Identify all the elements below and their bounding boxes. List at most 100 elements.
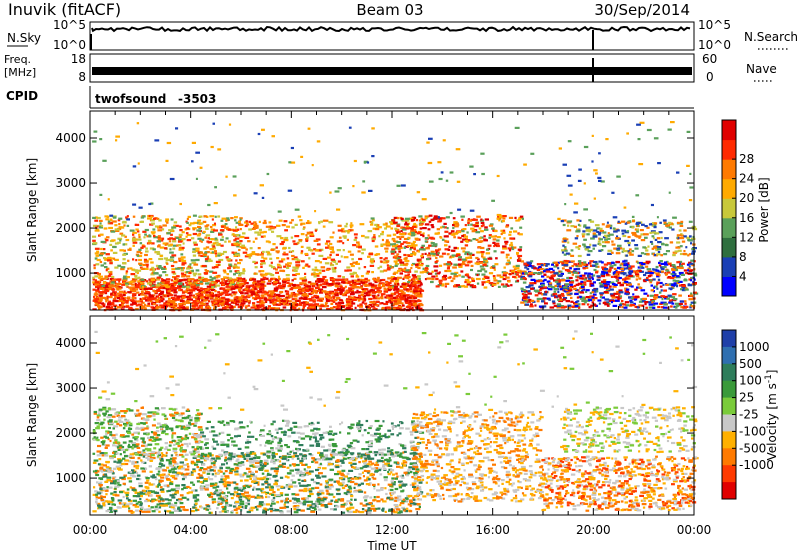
heatmap-cell	[476, 215, 481, 218]
heatmap-cell	[149, 300, 153, 303]
heatmap-cell	[204, 289, 209, 292]
heatmap-cell	[92, 288, 96, 291]
heatmap-cell	[163, 257, 168, 260]
heatmap-cell	[411, 299, 415, 302]
heatmap-cell	[467, 221, 470, 225]
heatmap-cell	[385, 296, 391, 299]
heatmap-cell	[516, 251, 519, 255]
heatmap-cell	[108, 300, 111, 303]
heatmap-cell	[275, 268, 278, 271]
heatmap-cell	[286, 277, 290, 280]
heatmap-cell	[188, 289, 192, 292]
heatmap-cell	[196, 302, 199, 305]
heatmap-cell	[364, 277, 368, 280]
heatmap-cell	[371, 284, 375, 287]
heatmap-cell	[114, 300, 120, 303]
heatmap-cell	[267, 251, 271, 255]
heatmap-cell	[528, 265, 533, 268]
heatmap-cell	[653, 222, 658, 225]
heatmap-cell	[586, 303, 590, 306]
heatmap-cell	[132, 244, 135, 247]
heatmap-cell	[353, 233, 358, 236]
heatmap-cell	[636, 271, 639, 274]
heatmap-cell	[211, 277, 216, 280]
heatmap-cell	[402, 284, 408, 287]
heatmap-cell	[672, 279, 676, 282]
heatmap-cell	[387, 294, 393, 297]
heatmap-cell	[544, 268, 547, 271]
heatmap-cell	[132, 286, 136, 289]
heatmap-cell	[289, 288, 294, 291]
heatmap-cell	[294, 303, 299, 306]
heatmap-cell	[284, 236, 289, 240]
heatmap-cell	[339, 298, 342, 302]
heatmap-cell	[336, 304, 342, 307]
heatmap-cell	[329, 247, 334, 250]
heatmap-cell	[447, 276, 451, 279]
heatmap-cell	[468, 252, 473, 255]
heatmap-cell	[645, 262, 650, 265]
heatmap-cell	[158, 257, 164, 261]
heatmap-cell	[169, 300, 175, 303]
heatmap-cell	[617, 281, 622, 284]
heatmap-cell	[482, 277, 486, 281]
heatmap-cell	[470, 264, 474, 267]
heatmap-cell	[311, 296, 315, 299]
heatmap-cell	[620, 272, 626, 275]
heatmap-cell	[441, 217, 446, 220]
heatmap-cell	[670, 283, 676, 287]
heatmap-cell	[118, 290, 124, 293]
heatmap-cell	[107, 302, 112, 305]
heatmap-cell	[338, 301, 341, 304]
heatmap-cell	[400, 217, 404, 220]
heatmap-cell	[314, 296, 320, 299]
heatmap-cell	[398, 250, 402, 253]
heatmap-cell	[157, 226, 160, 229]
heatmap-cell	[656, 287, 659, 290]
heatmap-cell	[349, 297, 352, 301]
heatmap-cell	[220, 244, 224, 247]
heatmap-cell	[418, 215, 423, 218]
heatmap-cell	[254, 261, 258, 264]
heatmap-cell	[454, 273, 457, 276]
heatmap-cell	[377, 294, 380, 297]
heatmap-cell	[453, 221, 458, 224]
heatmap-cell	[473, 285, 476, 288]
heatmap-cell	[305, 239, 308, 242]
heatmap-cell	[554, 288, 559, 291]
heatmap-cell	[406, 305, 411, 309]
heatmap-cell	[438, 279, 443, 282]
heatmap-cell	[647, 274, 652, 278]
heatmap-cell	[140, 290, 144, 294]
heatmap-cell	[594, 304, 597, 307]
heatmap-cell	[604, 238, 609, 241]
heatmap-cell	[96, 225, 100, 228]
heatmap-cell	[582, 267, 586, 270]
heatmap-cell	[286, 264, 291, 267]
heatmap-cell	[647, 245, 650, 248]
heatmap-cell	[430, 250, 435, 253]
heatmap-cell	[543, 278, 547, 282]
heatmap-cell	[177, 240, 183, 243]
heatmap-cell	[483, 260, 488, 263]
heatmap-cell	[245, 220, 248, 223]
heatmap-cell	[481, 281, 486, 284]
heatmap-cell	[114, 266, 119, 269]
heatmap-cell	[251, 227, 256, 230]
heatmap-cell	[690, 305, 696, 308]
heatmap-cell	[407, 232, 412, 235]
heatmap-cell	[300, 288, 305, 291]
heatmap-cell	[314, 272, 320, 276]
heatmap-cell	[660, 295, 665, 298]
heatmap-cell	[190, 266, 193, 269]
heatmap-cell	[158, 265, 162, 268]
heatmap-cell	[412, 285, 416, 288]
heatmap-cell	[286, 266, 290, 269]
heatmap-cell	[337, 260, 342, 263]
heatmap-cell	[156, 240, 161, 243]
heatmap-cell	[450, 279, 454, 283]
heatmap-cell	[403, 282, 406, 285]
heatmap-cell	[321, 269, 326, 272]
heatmap-cell	[211, 303, 215, 307]
heatmap-cell	[690, 276, 693, 280]
